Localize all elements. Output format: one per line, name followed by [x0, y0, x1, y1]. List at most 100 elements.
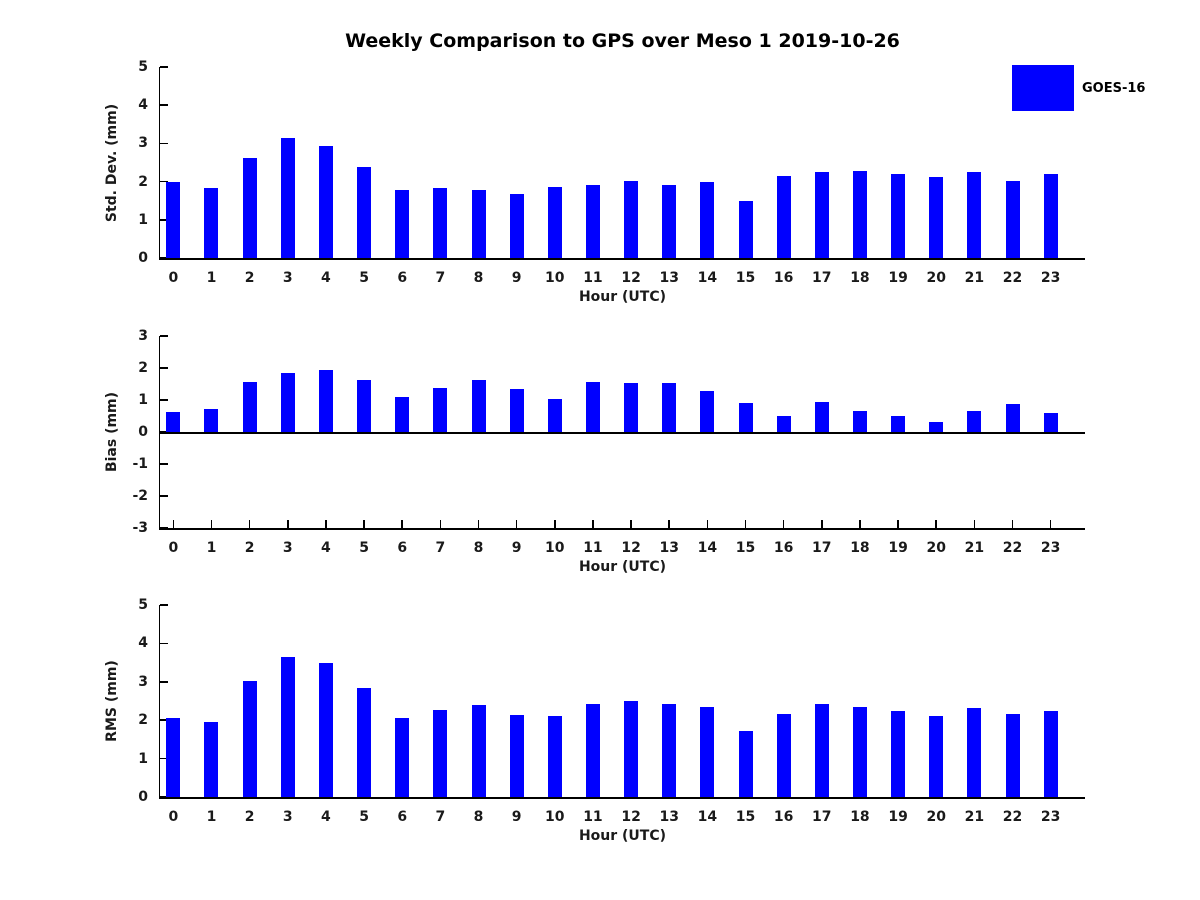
x-tick-label: 3	[282, 540, 293, 556]
bias-bar	[967, 410, 982, 432]
x-tick-label: 18	[850, 270, 870, 286]
std-dev-bar	[776, 175, 791, 258]
bias-bar	[204, 409, 219, 432]
bias-x-axis-title: Hour (UTC)	[578, 559, 667, 575]
x-tick	[401, 520, 403, 528]
y-tick	[160, 104, 168, 106]
y-tick-label: -1	[132, 456, 148, 472]
std-dev-bar	[738, 200, 753, 258]
y-tick	[160, 180, 168, 183]
x-tick-label: 18	[850, 809, 870, 825]
x-tick-label: 19	[888, 540, 908, 556]
x-tick-label: 0	[168, 270, 179, 286]
bias-bar	[242, 381, 257, 432]
rms-bar	[166, 717, 181, 797]
x-tick-label: 3	[282, 809, 293, 825]
std-dev-bar	[242, 157, 257, 258]
rms-bar	[738, 730, 753, 797]
legend-label-goes16: GOES-16	[1082, 80, 1146, 96]
x-tick-label: 8	[473, 540, 484, 556]
y-tick-label: 3	[138, 135, 148, 152]
std-dev-bar	[585, 185, 600, 258]
rms-bar	[1005, 713, 1020, 797]
std-dev-bar	[547, 187, 562, 258]
y-tick-label: 1	[138, 392, 148, 408]
x-tick-label: 20	[926, 540, 946, 556]
bias-bar	[1043, 413, 1058, 432]
bias-bar	[395, 397, 410, 432]
x-tick-label: 21	[964, 809, 985, 825]
x-tick-label: 11	[583, 270, 603, 286]
std-dev-x-axis-line	[158, 258, 1085, 260]
x-tick	[287, 520, 289, 528]
bias-bar	[929, 422, 944, 432]
x-tick	[935, 520, 937, 528]
y-tick-label: 5	[138, 597, 148, 613]
std-dev-bar	[814, 171, 829, 258]
x-tick	[706, 520, 709, 528]
x-tick	[1011, 520, 1014, 528]
y-tick	[160, 142, 168, 145]
std-dev-bar	[1043, 173, 1058, 258]
x-tick-label: 22	[1002, 540, 1023, 556]
x-tick	[554, 520, 556, 528]
std-dev-bar	[357, 167, 372, 258]
x-tick	[1049, 520, 1052, 528]
y-tick	[160, 335, 168, 337]
bias-bar	[1005, 404, 1020, 432]
x-tick-label: 1	[206, 270, 217, 286]
bias-bar	[547, 399, 562, 432]
y-tick	[160, 399, 168, 401]
y-tick-label: 2	[138, 173, 148, 190]
x-tick-label: 6	[397, 270, 408, 286]
x-tick-label: 22	[1002, 809, 1023, 825]
x-tick	[210, 520, 213, 528]
bias-y-axis-line	[158, 336, 160, 530]
std-dev-bar	[509, 194, 524, 258]
y-tick	[160, 796, 168, 798]
y-tick	[160, 257, 168, 259]
rms-bar	[776, 713, 791, 797]
x-tick-label: 15	[735, 540, 756, 556]
rms-x-axis-title: Hour (UTC)	[578, 828, 667, 844]
x-tick-label: 1	[206, 809, 217, 825]
rms-bar	[357, 688, 372, 797]
x-tick-label: 13	[659, 270, 679, 286]
x-tick-label: 14	[697, 540, 718, 556]
y-tick	[160, 66, 168, 68]
x-tick-label: 7	[435, 270, 446, 286]
x-tick-label: 9	[511, 809, 522, 825]
x-tick-label: 16	[773, 540, 794, 556]
x-tick-label: 10	[545, 540, 565, 556]
std-dev-bar	[967, 171, 982, 258]
x-tick-label: 13	[659, 540, 679, 556]
x-tick-label: 14	[697, 809, 718, 825]
x-tick-label: 9	[511, 540, 522, 556]
x-tick-label: 23	[1040, 270, 1061, 286]
bias-zero-line	[160, 432, 1085, 434]
bias-bar	[738, 402, 753, 432]
std-dev-y-axis-line	[158, 67, 160, 260]
x-tick-label: 8	[473, 809, 484, 825]
std-dev-bar	[624, 180, 639, 258]
rms-bar	[547, 716, 562, 797]
std-dev-bar	[471, 190, 486, 258]
bias-x-axis-line	[158, 528, 1085, 530]
x-tick-label: 6	[397, 809, 408, 825]
y-tick-label: 5	[138, 59, 148, 75]
y-tick-label: 1	[138, 211, 148, 228]
std-dev-bar	[891, 173, 906, 258]
bias-bar	[509, 389, 524, 432]
std-dev-bar	[204, 188, 219, 258]
y-tick-label: 2	[138, 360, 148, 376]
x-tick-label: 17	[812, 809, 832, 825]
x-tick-label: 20	[926, 809, 946, 825]
x-tick-label: 21	[964, 270, 985, 286]
y-tick	[160, 604, 168, 606]
x-tick-label: 6	[397, 540, 408, 556]
std-dev-bar	[280, 137, 295, 258]
rms-bar	[204, 721, 219, 797]
std-dev-bar	[929, 176, 944, 258]
x-tick-label: 0	[168, 809, 179, 825]
